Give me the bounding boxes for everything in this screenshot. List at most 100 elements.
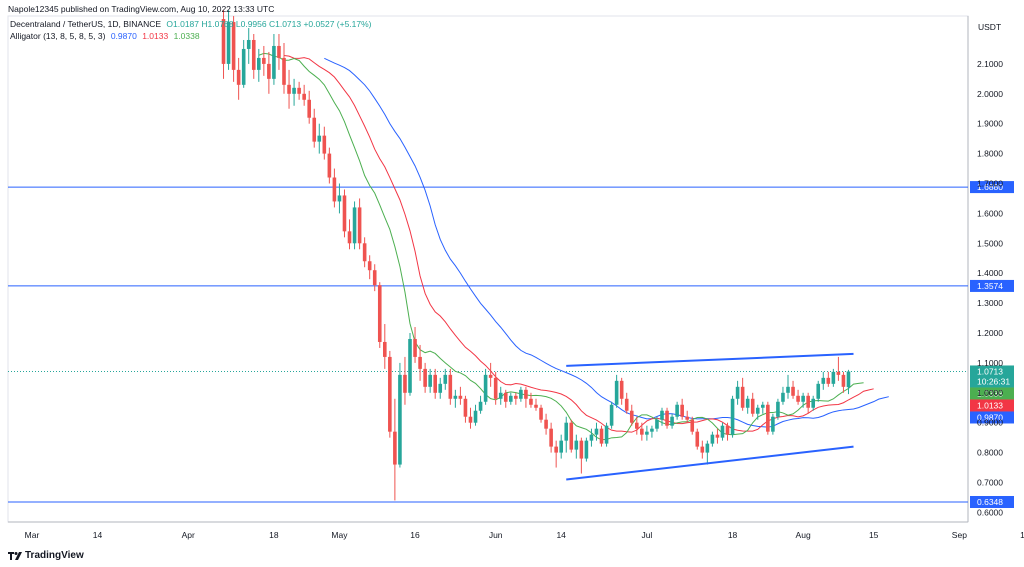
horizontal-level-label: 1.3574: [977, 281, 1003, 291]
y-tick-label: 1.2000: [977, 328, 1003, 338]
candle-body: [589, 434, 594, 441]
candle-body: [322, 135, 327, 154]
candle-body: [403, 374, 407, 393]
price-label-value: 1.0133: [977, 400, 1003, 410]
candle-body: [428, 374, 432, 387]
candle-body: [680, 404, 684, 417]
alligator-indicator: [258, 52, 889, 441]
trend-channel: [566, 352, 854, 481]
brand-name: TradingView: [25, 550, 84, 561]
y-tick-label: 1.7000: [977, 179, 1003, 189]
candle-body: [307, 99, 311, 118]
candle-body: [695, 431, 700, 447]
x-tick-label: Sep: [952, 530, 967, 540]
candle-body: [670, 416, 674, 426]
candle-body: [665, 410, 669, 426]
candle-body: [826, 377, 831, 384]
y-tick-label: 1.4000: [977, 268, 1003, 278]
candle-body: [498, 392, 503, 399]
chart-grid: [7, 15, 969, 523]
tradingview-logo-icon: [8, 551, 22, 560]
x-tick-label: Apr: [182, 530, 195, 540]
candle-body: [776, 401, 780, 417]
candle-body: [740, 386, 745, 408]
candle-body: [438, 383, 443, 393]
candle-body: [660, 410, 664, 420]
x-tick-label: 14: [556, 530, 566, 540]
horizontal-level-label: 0.6348: [977, 497, 1003, 507]
publish-info: Napole12345 published on TradingView.com…: [8, 4, 275, 14]
candle-body: [443, 374, 448, 384]
candle-body: [806, 395, 810, 408]
candle-body: [292, 87, 296, 94]
candle-body: [302, 93, 306, 100]
y-tick-label: 2.0000: [977, 89, 1003, 99]
x-tick-label: 18: [269, 530, 279, 540]
horizontal-level-tag: [970, 495, 1014, 508]
candle-body: [312, 117, 317, 142]
candle-body: [781, 392, 785, 402]
candle-body: [599, 428, 604, 444]
candle-body: [836, 371, 841, 375]
candle-body: [559, 440, 563, 453]
candle-body: [433, 374, 437, 393]
candle-body: [534, 404, 538, 408]
candle-body: [317, 135, 322, 142]
candle-body: [690, 419, 695, 432]
x-tick-label: Jul: [641, 530, 652, 540]
x-tick-label: Aug: [796, 530, 811, 540]
x-tick-label: 15: [869, 530, 879, 540]
candle-body: [544, 419, 548, 429]
y-tick-label: 1.0000: [977, 388, 1003, 398]
y-tick-label: 2.1000: [977, 59, 1003, 69]
price-label-value: 0.9870: [977, 412, 1003, 422]
y-tick-label: 1.8000: [977, 149, 1003, 159]
candle-body: [519, 389, 523, 399]
candle-body: [574, 440, 579, 450]
alligator-teeth-line: [283, 54, 874, 433]
candle-body: [231, 22, 236, 70]
y-tick-label: 1.1000: [977, 358, 1003, 368]
candle-body: [811, 398, 815, 408]
alligator-jaw-line: [324, 57, 889, 428]
candle-body: [362, 243, 367, 262]
candle-body: [413, 338, 417, 357]
candle-body: [735, 386, 740, 399]
x-tick-label: 18: [728, 530, 738, 540]
candle-body: [342, 195, 347, 232]
candle-body: [493, 377, 498, 399]
candle-body: [524, 389, 528, 399]
tradingview-footer: TradingView: [8, 550, 84, 561]
alligator-jaw-value: 0.9870: [110, 31, 137, 41]
candle-body: [846, 371, 851, 388]
candle-body: [241, 48, 246, 85]
candle-body: [287, 84, 291, 94]
candle-body: [262, 57, 266, 64]
channel-upper-line: [566, 352, 854, 367]
candle-body: [745, 398, 750, 408]
y-tick-label: 1.3000: [977, 298, 1003, 308]
candle-body: [629, 410, 634, 423]
candle-body: [377, 285, 382, 342]
time-axis: Mar 14 Apr 18 May 16 Jun 14 Jul 18 Aug 15 Sep 14: [25, 530, 1024, 540]
candle-body: [529, 398, 533, 405]
candle-body: [453, 395, 458, 399]
horizontal-level-label: 1.6880: [977, 182, 1003, 192]
candle-body: [801, 395, 805, 402]
x-tick-label: 16: [410, 530, 420, 540]
candle-body: [650, 428, 654, 432]
x-tick-label: 14: [93, 530, 103, 540]
candle-body: [715, 434, 720, 438]
alligator-teeth-value: 1.0133: [142, 31, 169, 41]
candle-body: [357, 207, 362, 244]
candle-body: [267, 63, 271, 79]
candle-body: [398, 374, 402, 465]
candle-body: [458, 395, 463, 399]
y-tick-label: 0.9000: [977, 418, 1003, 428]
candle-body: [277, 45, 281, 58]
candle-body: [509, 395, 513, 402]
x-tick-label: May: [331, 530, 348, 540]
candle-body: [448, 374, 453, 399]
x-tick-label: Jun: [489, 530, 503, 540]
